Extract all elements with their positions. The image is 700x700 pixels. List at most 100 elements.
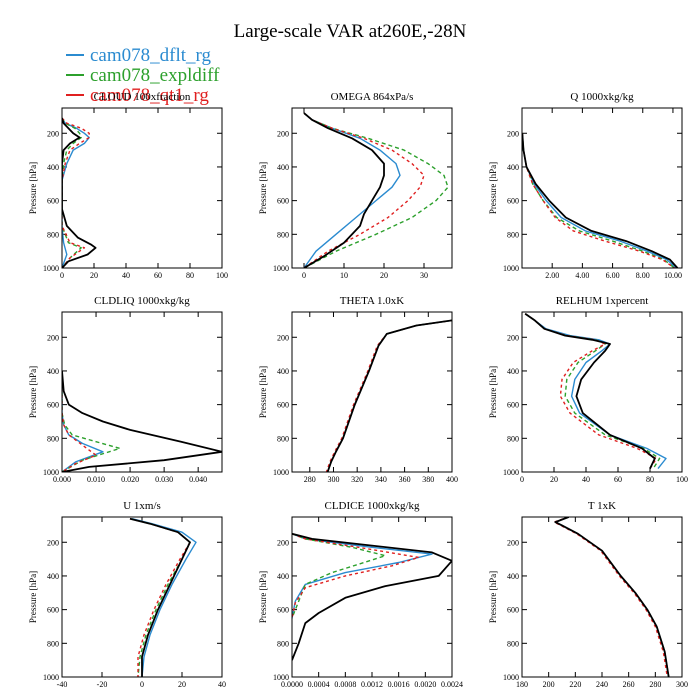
x-tick-label: 0.0004: [308, 680, 330, 689]
series-line-2: [292, 533, 420, 619]
panel-frame: [291, 516, 453, 678]
y-tick-label: 200: [507, 333, 519, 342]
x-tick-label: 0.0012: [361, 680, 383, 689]
y-tick-label: 600: [47, 606, 59, 615]
y-axis-label: Pressure [hPa]: [258, 162, 268, 214]
y-tick-label: 1000: [43, 673, 59, 682]
series-line-1: [522, 133, 675, 268]
series-line-0: [62, 117, 90, 268]
y-axis-label: Pressure [hPa]: [28, 366, 38, 418]
x-tick-label: 300: [327, 475, 339, 484]
series-line-3: [292, 532, 452, 661]
series-line-3: [62, 370, 222, 472]
y-tick-label: 600: [277, 606, 289, 615]
series-line-2: [62, 117, 90, 268]
panel-title: Q 1000xkg/kg: [570, 91, 634, 103]
y-tick-label: 200: [47, 538, 59, 547]
y-tick-label: 600: [507, 606, 519, 615]
series-line-0: [524, 313, 667, 470]
y-tick-label: 800: [277, 639, 289, 648]
x-tick-label: 2.00: [545, 271, 559, 280]
y-tick-label: 200: [507, 129, 519, 138]
y-tick-label: 600: [277, 401, 289, 410]
series-line-2: [129, 518, 191, 677]
x-tick-label: 360: [399, 475, 411, 484]
series-line-3: [326, 319, 452, 472]
x-tick-label: 6.00: [606, 271, 620, 280]
legend-label-0: cam078_dflt_rg: [90, 45, 212, 66]
y-tick-label: 200: [277, 538, 289, 547]
x-tick-label: 180: [516, 680, 528, 689]
series-line-1: [554, 517, 670, 677]
x-tick-label: 0: [140, 680, 144, 689]
y-tick-label: 800: [47, 230, 59, 239]
panel-3: CLDLIQ 1000xkg/kg Pressure [hPa] 200 400 600…: [28, 295, 223, 484]
legend-label-2: cam078_qt1_rg: [90, 85, 209, 106]
x-tick-label: 80: [186, 271, 194, 280]
series-line-2: [303, 112, 425, 268]
y-tick-label: 400: [47, 572, 59, 581]
y-tick-label: 800: [47, 434, 59, 443]
y-tick-label: 600: [277, 197, 289, 206]
series-line-0: [554, 517, 670, 677]
x-tick-label: 0.020: [121, 475, 139, 484]
x-tick-label: 0: [302, 271, 306, 280]
x-tick-label: 0: [60, 271, 64, 280]
x-tick-label: 260: [623, 680, 635, 689]
x-tick-label: 300: [676, 680, 688, 689]
x-tick-label: -40: [57, 680, 68, 689]
x-tick-label: 40: [582, 475, 590, 484]
series-line-0: [62, 370, 104, 472]
x-tick-label: 10.00: [664, 271, 682, 280]
panel-title: THETA 1.0xK: [340, 295, 405, 307]
y-tick-label: 200: [47, 129, 59, 138]
x-tick-label: 280: [304, 475, 316, 484]
panel-7: CLDICE 1000xkg/kg Pressure [hPa] 200 400 600…: [258, 500, 463, 689]
series-line-0: [292, 533, 433, 619]
y-tick-label: 1000: [43, 468, 59, 477]
y-tick-label: 800: [507, 230, 519, 239]
y-axis-label: Pressure [hPa]: [488, 162, 498, 214]
series-line-3: [554, 517, 670, 677]
series-line-3: [62, 117, 97, 268]
y-tick-label: 200: [47, 333, 59, 342]
y-tick-label: 1000: [273, 468, 289, 477]
x-tick-label: 60: [154, 271, 162, 280]
x-tick-label: 8.00: [636, 271, 650, 280]
y-axis-label: Pressure [hPa]: [28, 571, 38, 623]
y-tick-label: 400: [507, 163, 519, 172]
panel-title: CLOUD 100xfraction: [94, 91, 191, 103]
y-tick-label: 800: [277, 434, 289, 443]
panel-frame: [291, 311, 453, 473]
panel-title: T 1xK: [588, 500, 616, 512]
y-axis-label: Pressure [hPa]: [258, 571, 268, 623]
x-tick-label: 320: [351, 475, 363, 484]
y-axis-label: Pressure [hPa]: [488, 366, 498, 418]
panel-frame: [291, 107, 453, 269]
x-tick-label: 240: [596, 680, 608, 689]
x-tick-label: 40: [218, 680, 226, 689]
series-line-2: [62, 370, 97, 472]
x-tick-label: 30: [420, 271, 428, 280]
series-line-2: [522, 133, 675, 268]
x-tick-label: 0: [520, 475, 524, 484]
y-tick-label: 400: [277, 572, 289, 581]
x-tick-label: 220: [569, 680, 581, 689]
y-tick-label: 200: [507, 538, 519, 547]
y-tick-label: 600: [47, 197, 59, 206]
series-line-0: [326, 319, 452, 472]
y-tick-label: 1000: [273, 264, 289, 273]
series-line-1: [303, 112, 449, 268]
y-tick-label: 400: [507, 572, 519, 581]
x-tick-label: 200: [543, 680, 555, 689]
x-tick-label: 20: [380, 271, 388, 280]
y-tick-label: 600: [507, 197, 519, 206]
y-tick-label: 200: [277, 129, 289, 138]
y-axis-label: Pressure [hPa]: [28, 162, 38, 214]
y-tick-label: 400: [47, 367, 59, 376]
